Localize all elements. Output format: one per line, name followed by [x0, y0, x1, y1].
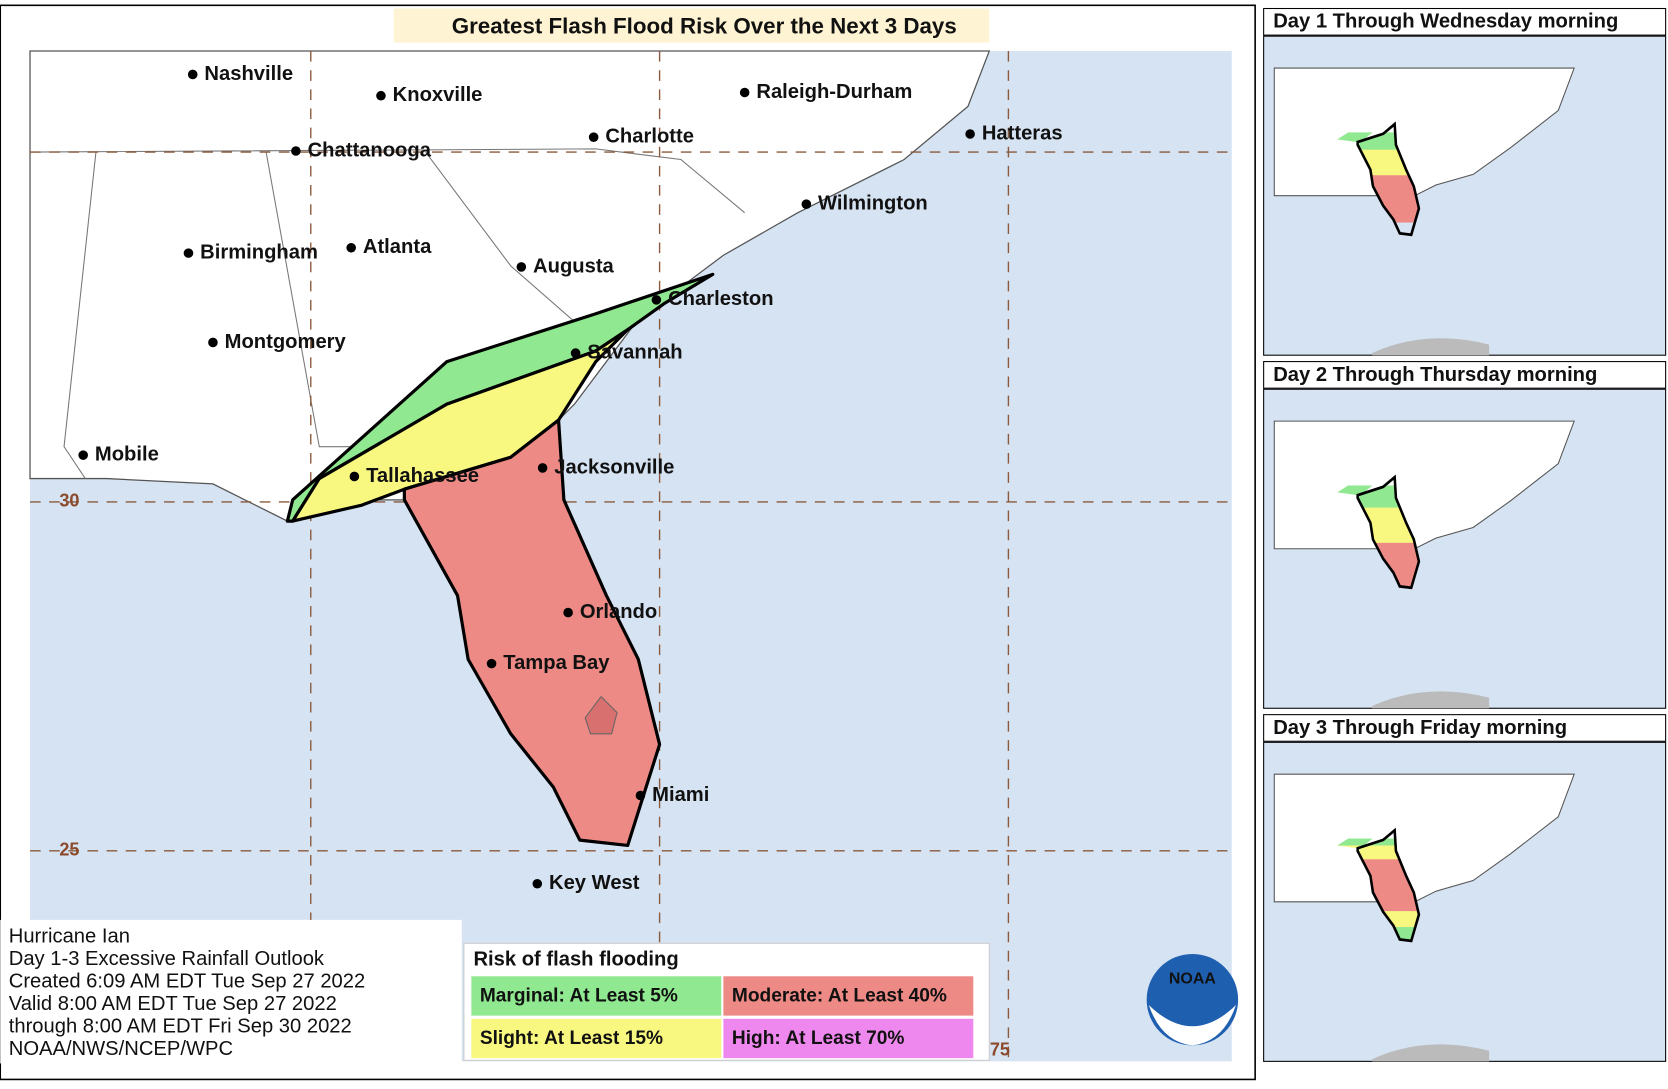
inset-cuba — [1372, 1044, 1490, 1062]
inset-cuba — [1372, 338, 1490, 356]
grid-label: 30 — [59, 491, 79, 511]
city-dot — [346, 243, 356, 253]
inset-title-bar — [1263, 361, 1667, 389]
city-label: Chattanooga — [308, 139, 432, 161]
info-line: Day 1-3 Excessive Rainfall Outlook — [9, 948, 325, 970]
moderate-inner — [584, 696, 618, 735]
lat-lon-grid — [30, 51, 1232, 1062]
inset-outline — [1356, 474, 1421, 590]
info-line: Valid 8:00 AM EDT Tue Sep 27 2022 — [9, 993, 337, 1015]
legend-label: High: At Least 70% — [732, 1028, 905, 1049]
grid-label: 25 — [59, 840, 79, 860]
city-dot — [537, 463, 548, 473]
city-label: Charleston — [668, 288, 773, 310]
city-label: Nashville — [204, 63, 293, 85]
inset-title-bar — [1263, 714, 1667, 742]
map-title: Greatest Flash Flood Risk Over the Next … — [452, 14, 957, 39]
city-dot — [651, 295, 662, 305]
city-label: Knoxville — [393, 84, 483, 106]
city-dot — [516, 262, 527, 272]
city-dot — [801, 199, 812, 209]
city-label: Atlanta — [363, 236, 432, 258]
city-dot — [486, 658, 497, 669]
city-label: Augusta — [533, 255, 615, 277]
city-label: Wilmington — [818, 193, 928, 215]
inset-map — [1273, 773, 1575, 1062]
city-label: Hatteras — [982, 122, 1063, 144]
city-label: Raleigh-Durham — [756, 81, 912, 103]
city-label: Orlando — [580, 601, 657, 623]
info-line: NOAA/NWS/NCEP/WPC — [9, 1038, 233, 1060]
legend-swatch — [471, 1018, 722, 1059]
city-label: Tampa Bay — [503, 652, 610, 674]
city-label: Montgomery — [225, 331, 347, 353]
city-dot — [570, 348, 581, 358]
city-dot — [635, 790, 646, 801]
city-dot — [588, 132, 599, 142]
inset-land — [1273, 420, 1575, 550]
legend-swatch — [723, 1018, 974, 1059]
city-dot — [965, 129, 975, 139]
inset-title: Day 1 Through Wednesday morning — [1273, 11, 1618, 33]
legend-swatch — [723, 976, 974, 1016]
grid-label: 75 — [990, 1039, 1010, 1059]
inset-outline — [1356, 121, 1421, 237]
logo-wave — [1148, 1004, 1236, 1046]
info-line: through 8:00 AM EDT Fri Sep 30 2022 — [9, 1015, 352, 1037]
city-label: Savannah — [587, 341, 682, 363]
slight-area — [291, 328, 630, 523]
legend-label: Slight: At Least 15% — [480, 1028, 663, 1049]
inset-land — [1273, 773, 1575, 903]
city-dot — [739, 87, 750, 98]
legend-label: Marginal: At Least 5% — [480, 986, 678, 1007]
city-dot — [183, 248, 194, 258]
legend-title: Risk of flash flooding — [473, 949, 678, 971]
city-dot — [349, 471, 360, 482]
city-label: Jacksonville — [554, 456, 674, 478]
city-dot — [187, 69, 198, 80]
city-label: Key West — [549, 872, 640, 894]
city-dot — [563, 607, 573, 618]
info-line: Hurricane Ian — [9, 925, 130, 947]
city-dot — [208, 337, 218, 348]
inset-outline — [1356, 827, 1421, 943]
legend-swatch — [471, 976, 722, 1016]
inset-land — [1273, 67, 1575, 197]
title-highlight — [393, 8, 990, 43]
city-label: Mobile — [95, 444, 159, 466]
city-label: Tallahassee — [366, 465, 479, 487]
city-label: Birmingham — [200, 241, 318, 263]
inset-title-bar — [1263, 7, 1667, 36]
city-dot — [376, 90, 386, 101]
moderate-area — [402, 418, 662, 848]
inset-map — [1273, 67, 1575, 356]
risk-areas — [285, 272, 715, 848]
logo-text: NOAA — [1169, 971, 1216, 988]
city-label: Charlotte — [605, 126, 694, 148]
inset-title: Day 3 Through Friday morning — [1273, 717, 1567, 739]
city-dot — [291, 146, 301, 156]
city-dot — [532, 878, 543, 889]
info-box — [0, 919, 462, 1064]
city-label: Miami — [652, 784, 709, 806]
inset-title: Day 2 Through Thursday morning — [1273, 364, 1597, 386]
city-dot — [78, 450, 88, 460]
inset-cuba — [1372, 691, 1490, 709]
legend-label: Moderate: At Least 40% — [732, 986, 947, 1007]
info-line: Created 6:09 AM EDT Tue Sep 27 2022 — [9, 970, 366, 992]
